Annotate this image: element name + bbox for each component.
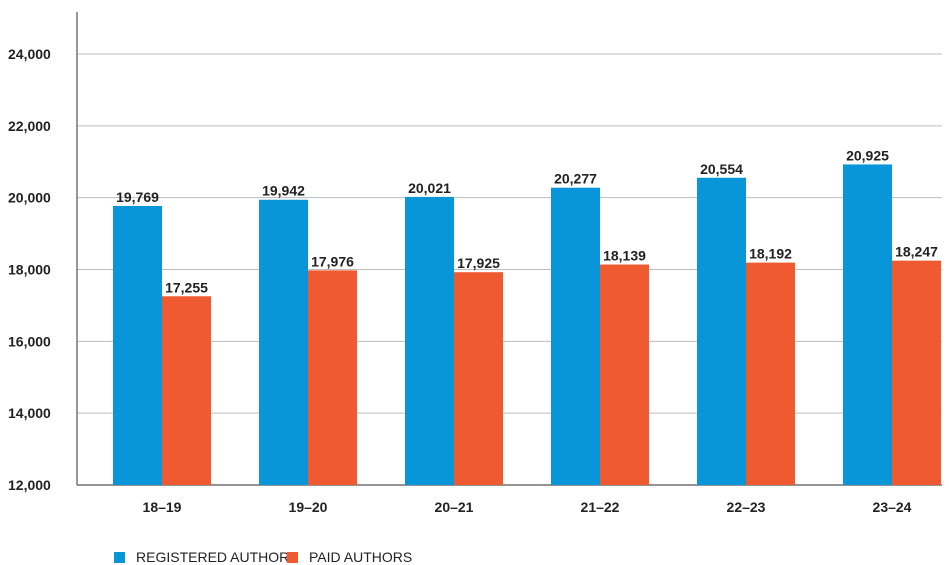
bars	[113, 164, 941, 486]
x-tick-label: 19–20	[289, 499, 328, 515]
x-tick-labels: 18–19 19–20 20–21 21–22 22–23 23–24	[143, 499, 912, 515]
legend-swatch	[114, 552, 125, 563]
legend-label: PAID AUTHORS	[309, 549, 412, 565]
data-label: 20,925	[846, 147, 889, 163]
legend: REGISTERED AUTHORS PAID AUTHORS	[114, 549, 412, 565]
y-tick-label: 16,000	[8, 333, 51, 349]
data-label: 20,554	[700, 161, 743, 177]
data-label: 20,021	[408, 180, 451, 196]
y-tick-label: 12,000	[8, 477, 51, 493]
data-label: 18,139	[603, 248, 646, 264]
y-tick-label: 22,000	[8, 118, 51, 134]
data-label: 20,277	[554, 171, 597, 187]
x-tick-label: 22–23	[727, 499, 766, 515]
data-label: 17,976	[311, 253, 354, 269]
y-tick-labels: 12,000 14,000 16,000 18,000 20,000 22,000 24,0…	[8, 46, 51, 493]
data-label: 17,925	[457, 255, 500, 271]
legend-label: REGISTERED AUTHORS	[136, 549, 299, 565]
data-label: 19,769	[116, 189, 159, 205]
y-tick-label: 14,000	[8, 405, 51, 421]
bar-paid-authors	[454, 272, 503, 485]
grid-lines	[77, 53, 942, 414]
bar-registered-authors	[843, 164, 892, 485]
x-tick-label: 23–24	[873, 499, 912, 515]
data-label: 18,192	[749, 246, 792, 262]
bar-registered-authors	[697, 177, 746, 485]
x-tick-label: 18–19	[143, 499, 182, 515]
legend-swatch	[287, 552, 298, 563]
axes	[76, 12, 942, 486]
data-label: 18,247	[895, 244, 938, 260]
bar-paid-authors	[162, 296, 211, 485]
bar-registered-authors	[405, 196, 454, 485]
y-tick-label: 18,000	[8, 262, 51, 278]
x-tick-label: 21–22	[581, 499, 620, 515]
y-tick-label: 20,000	[8, 190, 51, 206]
bar-registered-authors	[259, 199, 308, 486]
data-label: 19,942	[262, 183, 305, 199]
bar-registered-authors	[113, 205, 162, 485]
data-labels: 19,769 17,255 19,942 17,976 20,021 17,925 20,2…	[116, 147, 938, 295]
x-tick-label: 20–21	[435, 499, 474, 515]
bar-paid-authors	[746, 262, 795, 485]
bar-registered-authors	[551, 187, 600, 485]
bar-paid-authors	[308, 270, 357, 485]
data-label: 17,255	[165, 279, 208, 295]
bar-paid-authors	[600, 264, 649, 485]
y-tick-label: 24,000	[8, 46, 51, 62]
bar-paid-authors	[892, 260, 941, 485]
